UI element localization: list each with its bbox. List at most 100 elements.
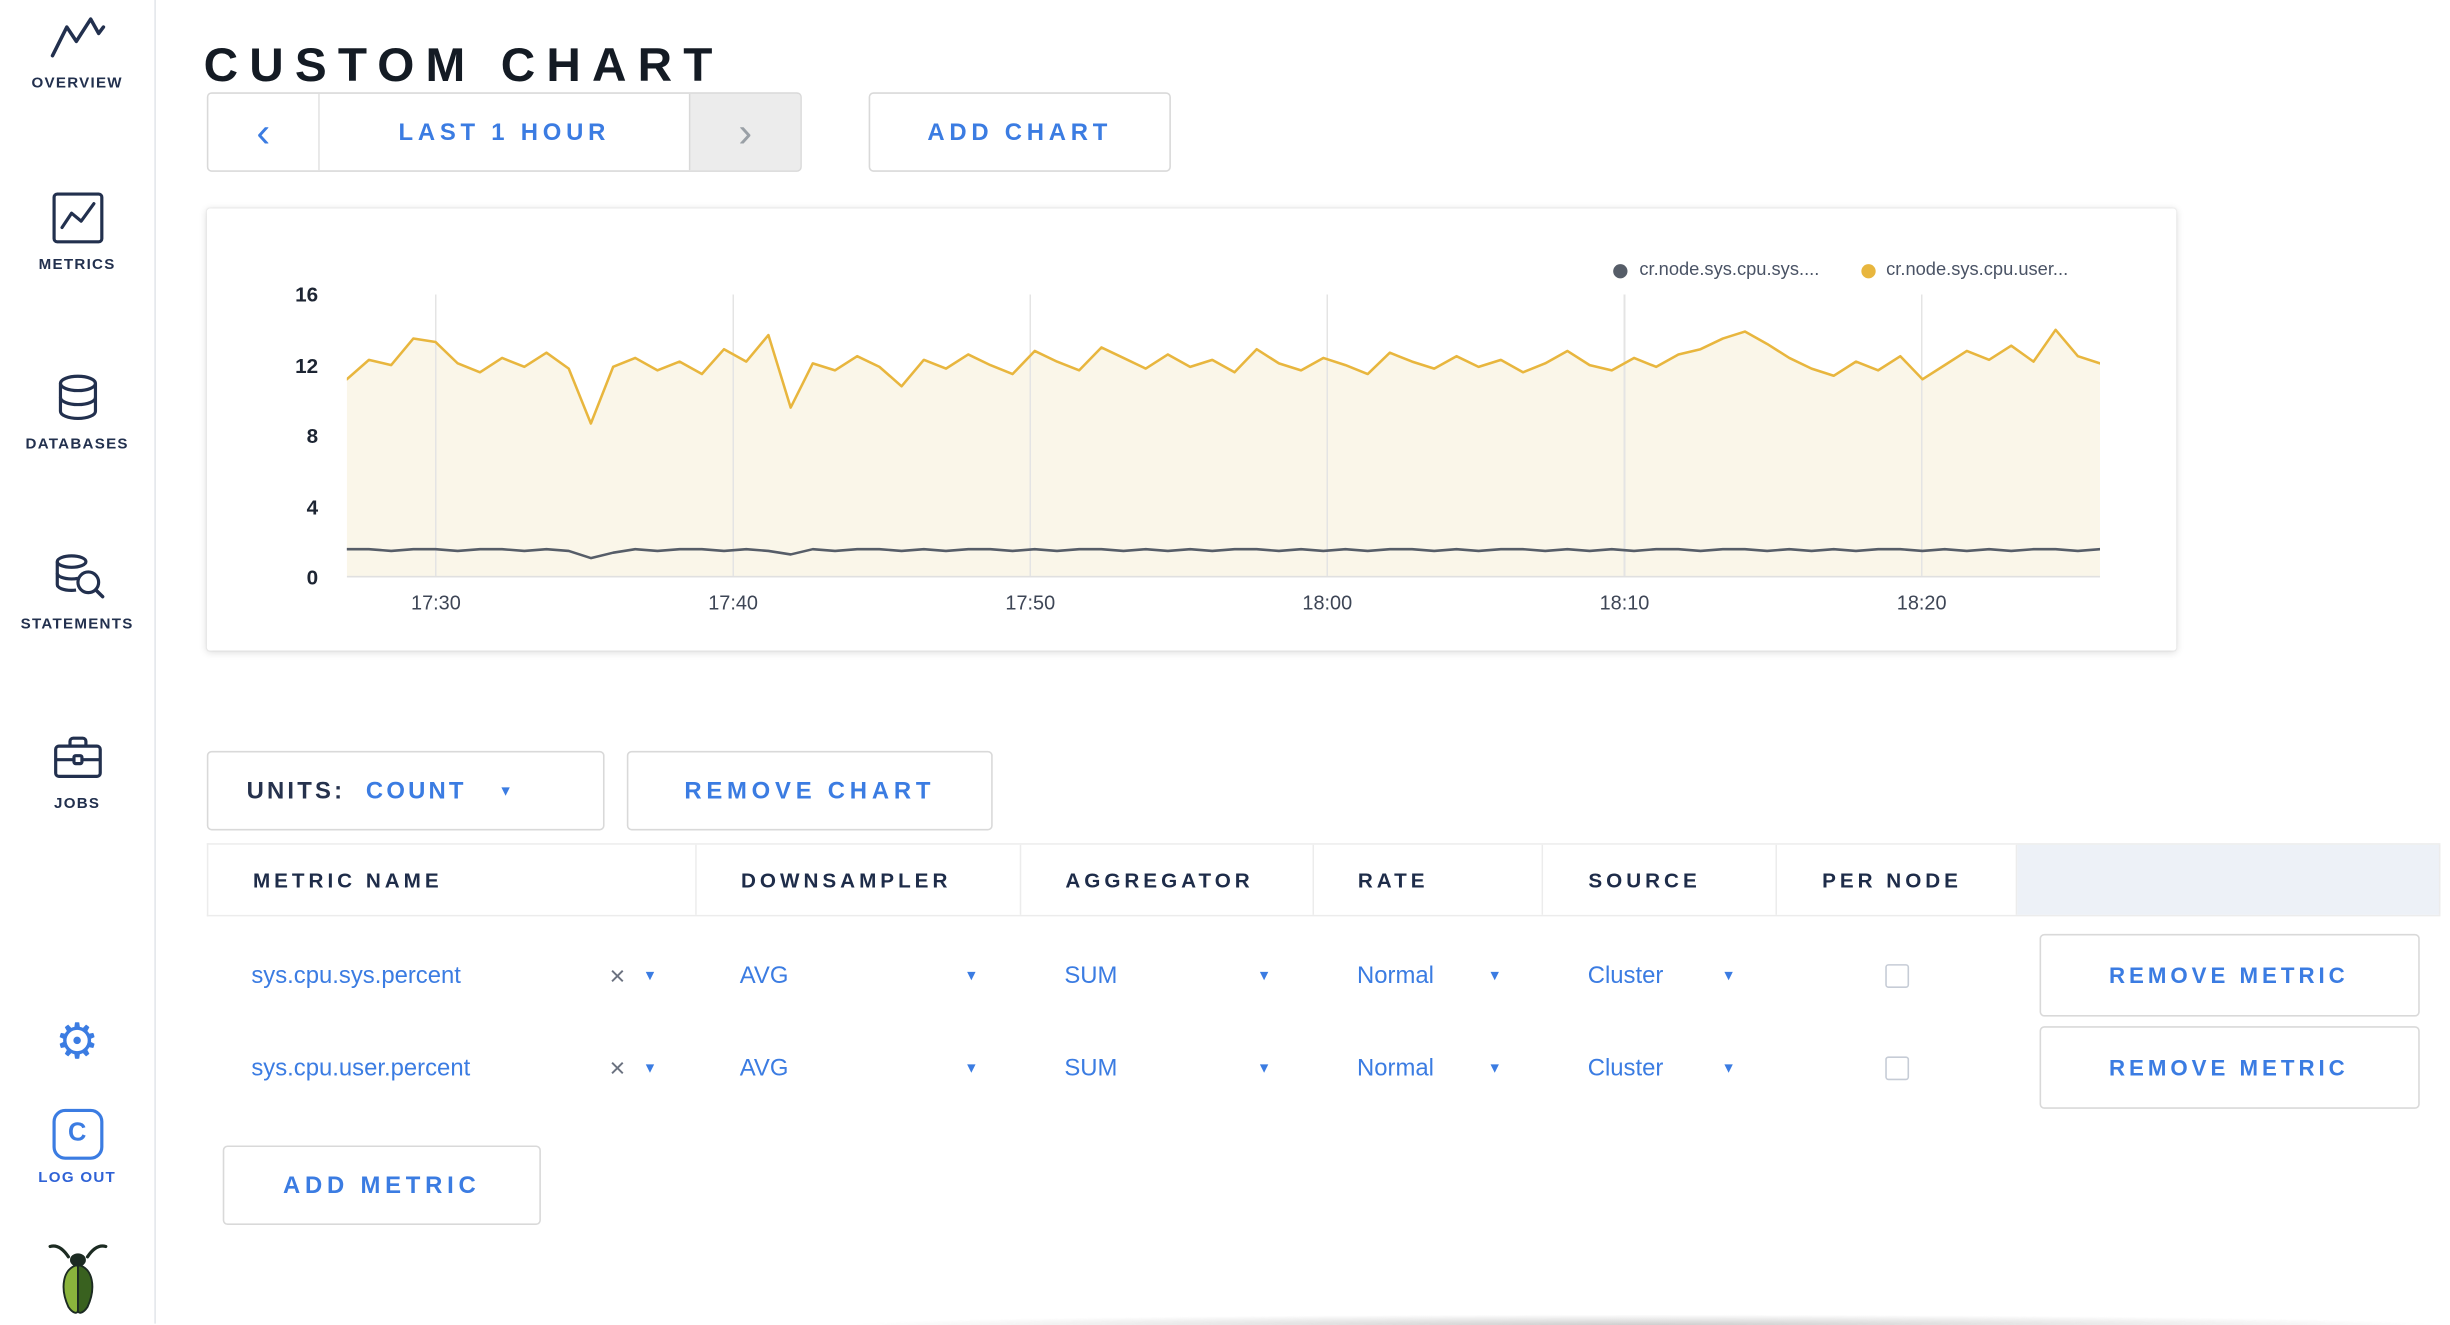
time-range-prev-button[interactable]: ‹ xyxy=(208,93,319,171)
chart-legend: cr.node.sys.cpu.sys.... cr.node.sys.cpu.… xyxy=(1613,260,2069,280)
select-value: AVG xyxy=(739,961,789,989)
action-cell: REMOVE METRIC xyxy=(2017,1021,2440,1113)
y-tick-label: 4 xyxy=(306,494,319,519)
rate-select[interactable]: Normal ▼ xyxy=(1312,1021,1543,1113)
source-select[interactable]: Cluster ▼ xyxy=(1543,929,1777,1021)
metric-name-select[interactable]: sys.cpu.sys.percent × ▼ xyxy=(207,929,695,1021)
chevron-down-icon: ▼ xyxy=(964,1058,979,1075)
select-value: Cluster xyxy=(1587,1053,1664,1082)
x-tick-label: 18:20 xyxy=(1896,591,1947,615)
table-row: sys.cpu.user.percent × ▼ AVG ▼ SUM ▼ xyxy=(207,1021,2441,1113)
header-per-node: PER NODE xyxy=(1777,844,2018,915)
select-value: AVG xyxy=(739,1053,789,1082)
x-tick-label: 17:50 xyxy=(1005,591,1056,615)
downsampler-select[interactable]: AVG ▼ xyxy=(695,929,1020,1021)
legend-dot xyxy=(1860,263,1876,278)
chart-canvas xyxy=(346,294,2101,578)
logout-icon: C xyxy=(51,1108,103,1160)
cockroach-logo xyxy=(0,1241,154,1317)
legend-label: cr.node.sys.cpu.sys.... xyxy=(1639,260,1820,280)
gear-icon: ⚙ xyxy=(55,1013,100,1071)
sidebar-item-label: DATABASES xyxy=(25,435,129,454)
logout-label: LOG OUT xyxy=(38,1169,117,1187)
clear-icon[interactable]: × xyxy=(609,1052,626,1083)
legend-label: cr.node.sys.cpu.user... xyxy=(1886,260,2069,280)
header-source: SOURCE xyxy=(1543,844,1778,915)
sidebar-item-databases[interactable]: DATABASES xyxy=(0,371,154,454)
y-tick-label: 16 xyxy=(295,282,319,307)
chevron-down-icon: ▼ xyxy=(1487,966,1502,983)
units-value: COUNT xyxy=(365,777,467,805)
select-value: Normal xyxy=(1357,961,1434,989)
units-label: UNITS: xyxy=(246,777,346,805)
chevron-down-icon: ▼ xyxy=(1256,1058,1272,1075)
select-value: SUM xyxy=(1064,961,1118,989)
chevron-down-icon: ▼ xyxy=(498,781,513,798)
time-range-label[interactable]: LAST 1 HOUR xyxy=(318,93,691,171)
clear-icon[interactable]: × xyxy=(609,960,626,991)
sidebar-item-label: OVERVIEW xyxy=(31,74,123,93)
metric-name-select[interactable]: sys.cpu.user.percent × ▼ xyxy=(207,1021,695,1113)
legend-item: cr.node.sys.cpu.user... xyxy=(1860,260,2069,280)
y-tick-label: 8 xyxy=(306,423,319,448)
chevron-down-icon: ▼ xyxy=(1721,966,1736,983)
per-node-checkbox[interactable] xyxy=(1885,963,1910,988)
source-select[interactable]: Cluster ▼ xyxy=(1543,1021,1777,1113)
chevron-down-icon: ▼ xyxy=(1721,1058,1736,1075)
scroll-shadow xyxy=(680,1310,2450,1325)
remove-metric-button[interactable]: REMOVE METRIC xyxy=(2038,1026,2419,1109)
header-actions xyxy=(2017,844,2441,915)
x-axis-labels: 17:30 17:40 17:50 18:00 18:10 18:20 xyxy=(347,592,2100,621)
chart-panel: cr.node.sys.cpu.sys.... cr.node.sys.cpu.… xyxy=(206,208,2177,651)
y-tick-label: 0 xyxy=(306,565,319,590)
table-row: sys.cpu.sys.percent × ▼ AVG ▼ SUM ▼ xyxy=(207,929,2441,1021)
per-node-checkbox[interactable] xyxy=(1885,1055,1910,1080)
jobs-icon xyxy=(0,730,154,784)
rate-select[interactable]: Normal ▼ xyxy=(1312,929,1543,1021)
chevron-down-icon: ▼ xyxy=(1256,966,1272,983)
databases-icon xyxy=(0,371,154,425)
page-title: CUSTOM CHART xyxy=(203,39,724,93)
x-tick-label: 17:30 xyxy=(411,591,461,615)
cockroach-bug-icon xyxy=(0,1241,154,1317)
aggregator-select[interactable]: SUM ▼ xyxy=(1020,1021,1313,1113)
metrics-table: METRIC NAME DOWNSAMPLER AGGREGATOR RATE … xyxy=(206,843,2441,1113)
logout-button[interactable]: C LOG OUT xyxy=(0,1108,154,1187)
legend-dot xyxy=(1613,263,1629,278)
overview-icon xyxy=(0,13,154,64)
add-metric-button[interactable]: ADD METRIC xyxy=(222,1145,541,1225)
per-node-cell xyxy=(1777,929,2017,1021)
select-value: Normal xyxy=(1357,1053,1434,1082)
remove-metric-button[interactable]: REMOVE METRIC xyxy=(2038,933,2419,1017)
chevron-right-icon: › xyxy=(738,108,753,156)
sidebar-item-label: JOBS xyxy=(54,795,101,813)
header-metric-name: METRIC NAME xyxy=(208,844,697,915)
chevron-down-icon: ▼ xyxy=(1487,1058,1502,1075)
sidebar-item-statements[interactable]: STATEMENTS xyxy=(0,550,154,633)
downsampler-select[interactable]: AVG ▼ xyxy=(695,1021,1020,1113)
units-select[interactable]: UNITS: COUNT ▼ xyxy=(206,750,605,831)
metric-controls: × ▼ xyxy=(610,1054,658,1081)
chevron-left-icon: ‹ xyxy=(256,108,271,156)
remove-chart-button[interactable]: REMOVE CHART xyxy=(626,750,993,831)
header-downsampler: DOWNSAMPLER xyxy=(696,844,1021,915)
sidebar-item-label: METRICS xyxy=(38,256,116,274)
metrics-icon xyxy=(0,191,154,245)
select-value: Cluster xyxy=(1587,961,1664,989)
metric-name: sys.cpu.user.percent xyxy=(251,1053,471,1082)
metrics-table-header: METRIC NAME DOWNSAMPLER AGGREGATOR RATE … xyxy=(206,843,2441,917)
aggregator-select[interactable]: SUM ▼ xyxy=(1020,929,1313,1021)
chevron-down-icon[interactable]: ▼ xyxy=(642,966,658,983)
sidebar-item-metrics[interactable]: METRICS xyxy=(0,191,154,274)
y-axis-labels: 0 4 8 12 16 xyxy=(251,282,331,589)
sidebar-item-jobs[interactable]: JOBS xyxy=(0,730,154,813)
logout-monogram: C xyxy=(67,1120,87,1148)
sidebar-item-overview[interactable]: OVERVIEW xyxy=(0,13,154,93)
x-tick-label: 18:10 xyxy=(1599,591,1650,615)
add-chart-button[interactable]: ADD CHART xyxy=(868,92,1171,172)
settings-gear-button[interactable]: ⚙ xyxy=(0,1013,154,1071)
select-value: SUM xyxy=(1064,1053,1118,1082)
chevron-down-icon[interactable]: ▼ xyxy=(642,1058,658,1075)
time-range-next-button[interactable]: › xyxy=(690,93,801,171)
